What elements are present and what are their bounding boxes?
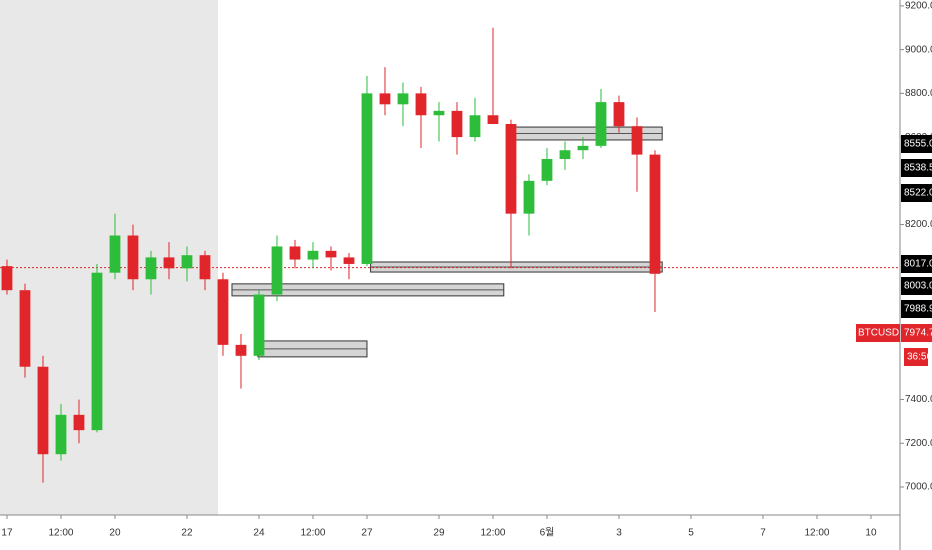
countdown: 36:56 (907, 352, 932, 363)
candle-body (109, 235, 121, 273)
axis-label-box (901, 135, 932, 153)
x-tick-label: 10 (865, 528, 877, 539)
candle-body (343, 257, 355, 264)
x-tick-label: 6월 (540, 527, 555, 539)
candle-body (145, 257, 157, 280)
y-tick-label: 8800.0 (905, 88, 932, 99)
y-tick-label: 9000.0 (905, 44, 932, 55)
countdown-box (904, 348, 928, 366)
candle-body (163, 257, 175, 269)
candle-body (199, 255, 211, 280)
candle-body (325, 250, 337, 258)
candle-body (415, 93, 427, 116)
axis-label: 7988.9 (904, 304, 932, 315)
candle-body (1, 266, 13, 291)
candle-body (91, 272, 103, 431)
x-tick-label: 24 (253, 528, 265, 539)
candle-body (379, 93, 391, 105)
x-tick-label: 12:00 (804, 528, 829, 539)
candle-body (541, 158, 553, 181)
candle-body (451, 110, 463, 138)
candle-body (307, 250, 319, 260)
symbol-label: BTCUSD 1.45% (858, 328, 930, 339)
x-tick-label: 12:00 (300, 528, 325, 539)
candle-body (37, 366, 49, 455)
candle-body (55, 414, 67, 455)
candle-body (577, 145, 589, 151)
axis-label-box (901, 277, 932, 295)
x-tick-label: 7 (760, 528, 766, 539)
axis-label: 8003.0 (904, 281, 932, 292)
candle-body (217, 279, 229, 345)
x-tick-label: 20 (109, 528, 121, 539)
candle-body (613, 102, 625, 127)
axis-label: 8555.0 (904, 139, 932, 150)
x-tick-label: 27 (361, 528, 373, 539)
candle-body (505, 123, 517, 214)
candle-body (253, 294, 265, 356)
candle-body (595, 102, 607, 146)
y-tick-label: 7400.0 (905, 394, 932, 405)
axis-label-box (901, 255, 932, 273)
y-tick-label: 8200.0 (905, 219, 932, 230)
symbol-label-box (856, 324, 900, 342)
candle-body (361, 93, 373, 264)
candle-body (631, 126, 643, 155)
candle-body (559, 150, 571, 159)
last-price: 7974.7 (904, 328, 932, 339)
candle-body (487, 115, 499, 124)
last-price-box (901, 324, 932, 342)
plot-area (0, 0, 900, 515)
x-tick-label: 3 (616, 528, 622, 539)
x-tick-label: 12:00 (48, 528, 73, 539)
candle-body (523, 180, 535, 214)
candle-body (397, 93, 409, 105)
candle-body (649, 154, 661, 274)
candle-body (235, 344, 247, 356)
candle-body (181, 255, 193, 269)
axis-label-box (901, 184, 932, 202)
candle-body (19, 290, 31, 367)
axis-label: 8017.0 (904, 259, 932, 270)
candle-body (127, 235, 139, 280)
x-tick-label: 17 (1, 528, 13, 539)
y-tick-label: 9200.0 (905, 1, 932, 12)
axis-label-box (901, 300, 932, 318)
axis-label-box (901, 159, 932, 177)
candle-body (433, 110, 445, 116)
axis-label: 8522.0 (904, 188, 932, 199)
candle-body (289, 246, 301, 260)
candle-body (469, 115, 481, 138)
y-tick-label: 7200.0 (905, 438, 932, 449)
x-tick-label: 5 (688, 528, 694, 539)
y-tick-label: 7000.0 (905, 482, 932, 493)
candle-body (73, 414, 85, 431)
axis-label: 8538.5 (904, 163, 932, 174)
candle-body (271, 246, 283, 295)
x-tick-label: 12:00 (480, 528, 505, 539)
x-tick-label: 29 (433, 528, 445, 539)
x-tick-label: 22 (181, 528, 193, 539)
